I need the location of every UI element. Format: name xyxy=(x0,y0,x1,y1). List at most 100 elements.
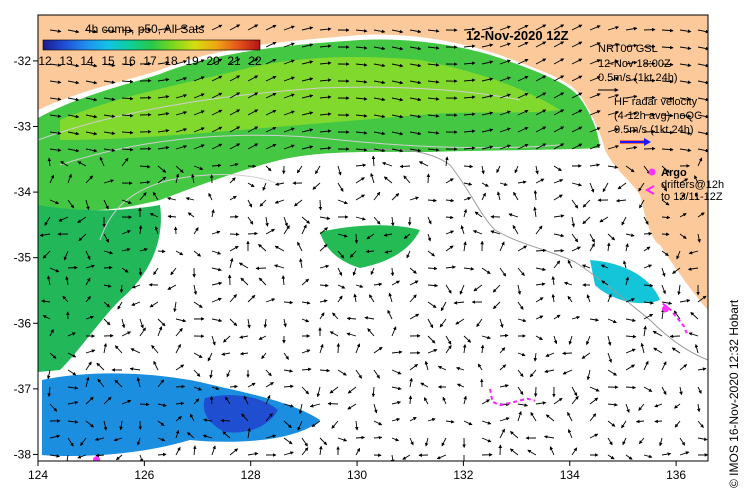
current-vector xyxy=(679,213,687,218)
current-vector xyxy=(265,58,277,65)
current-vector xyxy=(499,428,505,439)
current-vector xyxy=(496,191,501,201)
current-vector xyxy=(586,294,591,303)
current-vector xyxy=(229,109,241,116)
current-vector xyxy=(643,301,654,305)
current-vector xyxy=(175,60,188,65)
current-vector xyxy=(157,403,167,407)
current-vector xyxy=(157,60,170,65)
current-vector xyxy=(229,318,238,327)
model-legend-line: NRT00 GSL xyxy=(598,43,658,55)
current-vector xyxy=(193,250,202,257)
current-vector xyxy=(49,329,54,337)
current-vector xyxy=(211,75,223,82)
current-vector xyxy=(635,419,645,424)
current-vector xyxy=(499,110,511,116)
current-vector xyxy=(535,143,547,150)
current-vector xyxy=(297,420,303,431)
current-vector xyxy=(247,182,255,188)
current-vector xyxy=(121,62,134,67)
current-vector xyxy=(571,447,578,456)
current-vector xyxy=(283,127,295,133)
current-vector xyxy=(373,369,380,379)
current-vector xyxy=(211,335,216,346)
current-vector xyxy=(571,233,579,243)
current-vector xyxy=(409,313,420,320)
current-vector xyxy=(47,386,52,397)
current-vector xyxy=(390,267,395,277)
current-vector xyxy=(202,434,213,439)
current-vector xyxy=(652,330,663,337)
current-vector xyxy=(67,148,80,153)
current-vector xyxy=(355,29,368,33)
current-vector xyxy=(229,58,241,65)
colorbar-tick-label: 17 xyxy=(143,54,157,68)
current-vector xyxy=(439,318,447,328)
current-vector xyxy=(209,395,214,405)
current-vector xyxy=(373,420,383,426)
current-vector xyxy=(571,143,583,150)
current-vector xyxy=(301,77,314,82)
current-vector xyxy=(85,295,91,303)
current-vector xyxy=(175,128,188,133)
current-vector xyxy=(589,386,600,392)
current-vector xyxy=(480,344,485,354)
current-vector xyxy=(67,173,72,184)
current-vector xyxy=(355,114,368,118)
current-vector xyxy=(103,250,114,255)
current-vector xyxy=(103,179,115,184)
current-vector xyxy=(543,435,555,439)
current-vector xyxy=(563,281,573,286)
current-vector xyxy=(247,318,251,329)
current-vector xyxy=(654,403,663,408)
current-vector-field xyxy=(39,24,708,461)
sst-cyan-patch xyxy=(590,260,660,304)
current-vector xyxy=(103,301,111,308)
current-vector xyxy=(211,126,223,133)
current-vector xyxy=(367,328,375,337)
current-vector xyxy=(643,216,649,225)
current-vector xyxy=(418,161,429,167)
current-vector xyxy=(625,348,636,354)
current-vector xyxy=(319,146,332,150)
current-vector xyxy=(589,127,601,133)
argo-legend-symbol xyxy=(648,168,656,176)
current-vector xyxy=(639,199,645,209)
current-vector xyxy=(571,246,581,252)
current-vector xyxy=(640,342,645,354)
current-vector xyxy=(265,298,276,303)
current-vector xyxy=(589,397,599,405)
current-vector xyxy=(301,26,314,31)
current-vector xyxy=(85,264,95,269)
current-vector xyxy=(551,276,556,286)
current-vector xyxy=(638,403,645,411)
current-vector xyxy=(553,92,565,99)
current-vector xyxy=(607,110,620,116)
current-vector xyxy=(533,352,538,362)
current-vector xyxy=(679,148,692,152)
current-vector xyxy=(301,60,314,65)
current-vector xyxy=(78,233,87,242)
current-vector xyxy=(265,394,271,405)
current-vector xyxy=(473,284,483,292)
current-vector xyxy=(319,283,329,288)
current-vector xyxy=(499,241,505,252)
current-vector xyxy=(553,75,565,82)
current-vector xyxy=(661,267,666,277)
current-vector xyxy=(388,292,393,303)
current-vector xyxy=(121,113,134,118)
current-vector xyxy=(316,386,321,398)
x-tick-label: 136 xyxy=(666,468,686,482)
current-vector xyxy=(355,97,368,101)
current-vector xyxy=(625,128,638,133)
current-vector xyxy=(391,193,400,201)
current-vector xyxy=(387,309,393,320)
current-vector xyxy=(476,318,483,328)
current-vector xyxy=(355,284,364,288)
current-vector xyxy=(175,364,185,371)
current-vector xyxy=(283,403,294,408)
current-vector xyxy=(589,76,601,82)
current-vector xyxy=(625,403,630,413)
current-vector xyxy=(553,397,563,405)
